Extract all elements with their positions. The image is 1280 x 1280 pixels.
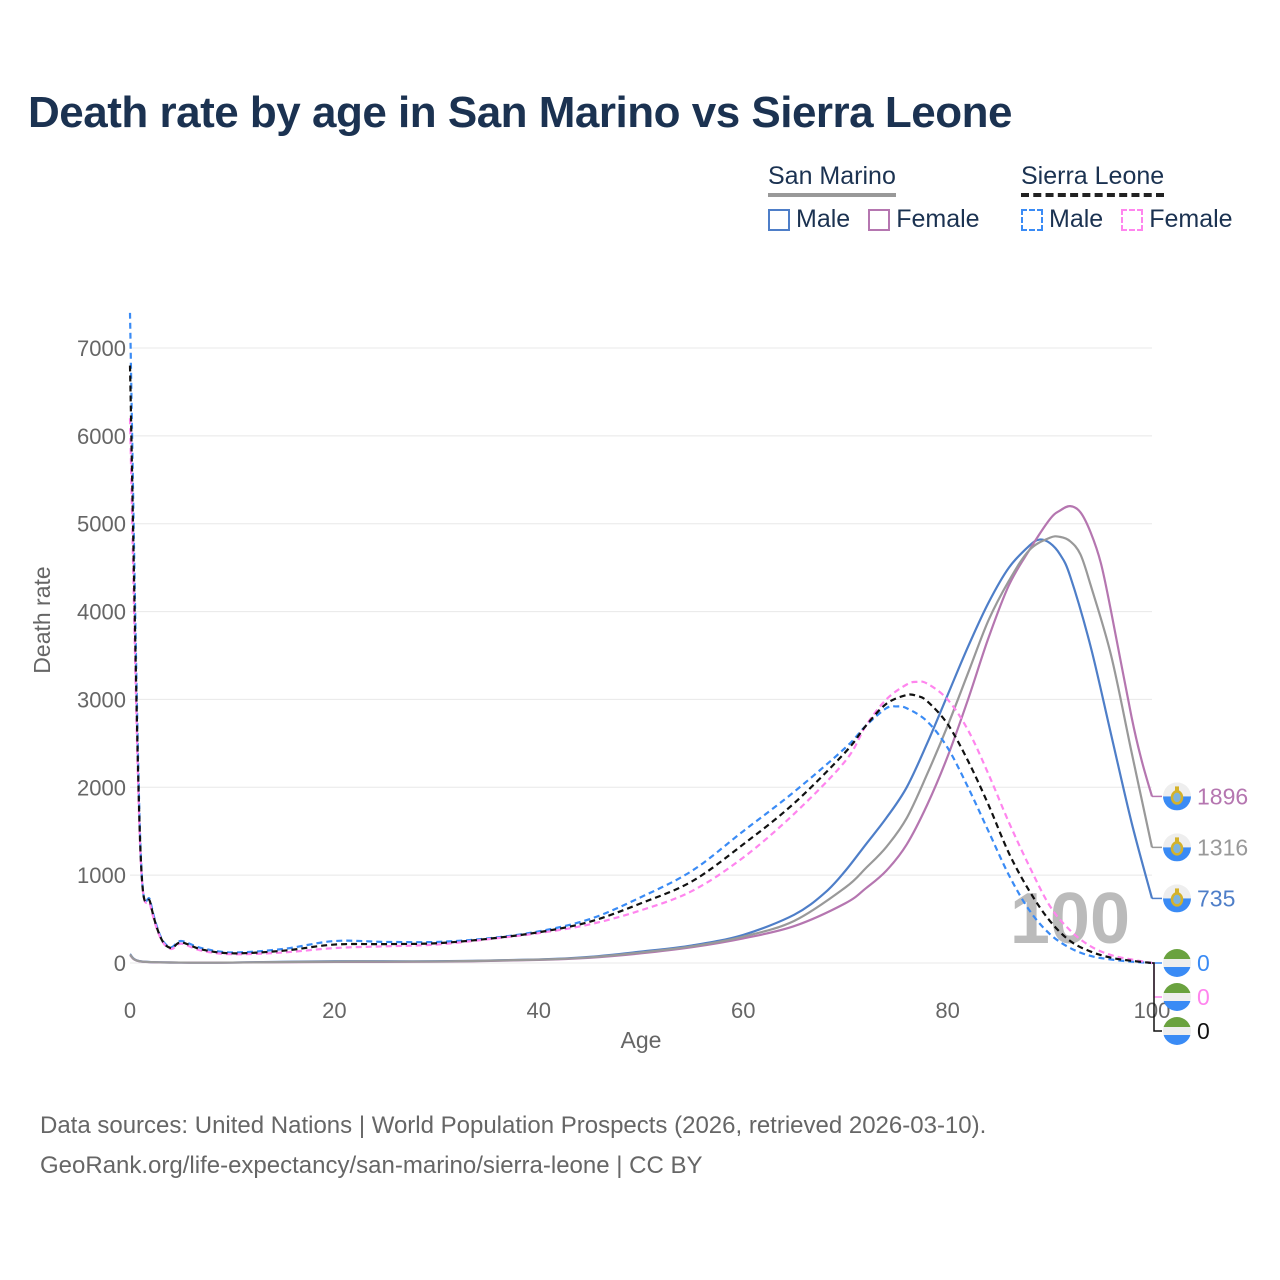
end-value-label: 1316: [1197, 834, 1248, 860]
legend-item-san-marino-female[interactable]: Female: [868, 205, 980, 234]
end-value-label: 735: [1197, 885, 1235, 911]
y-tick-label: 0: [114, 951, 126, 976]
san-marino-flag-icon: [1163, 884, 1191, 913]
series-line-san-marino-female[interactable]: [129, 505, 1154, 964]
footer: Data sources: United Nations | World Pop…: [40, 1106, 986, 1186]
end-value-label: 0: [1197, 984, 1210, 1010]
sierra-leone-flag-icon: [1163, 949, 1191, 977]
legend-group-sierra-leone: Sierra Leone Male Female: [1021, 162, 1233, 234]
end-label-connector: [1152, 962, 1162, 1032]
sierra-leone-flag-icon: [1163, 983, 1191, 1011]
legend-item-san-marino-male[interactable]: Male: [768, 205, 850, 234]
series-line-san-marino-male[interactable]: [129, 538, 1154, 964]
legend-label: Male: [796, 205, 851, 233]
x-tick-label: 40: [527, 998, 551, 1023]
series-line-sierra-leone[interactable]: [128, 365, 1153, 965]
y-tick-label: 1000: [77, 863, 126, 888]
y-axis-label: Death rate: [29, 566, 55, 673]
watermark-age: 100: [1010, 879, 1130, 959]
y-tick-label: 7000: [77, 336, 126, 361]
chart-title: Death rate by age in San Marino vs Sierr…: [28, 88, 1012, 137]
source-note: Data sources: United Nations | World Pop…: [40, 1112, 987, 1139]
source-link[interactable]: GeoRank.org/life-expectancy/san-marino/s…: [40, 1152, 703, 1179]
x-axis-label: Age: [621, 1027, 662, 1053]
x-tick-label: 0: [124, 998, 136, 1023]
y-tick-label: 3000: [77, 687, 126, 712]
series-line-sierra-leone-female[interactable]: [128, 418, 1153, 965]
san-marino-flag-icon: [1163, 782, 1191, 811]
legend-label: Female: [1149, 205, 1233, 233]
sierra-leone-flag-icon: [1163, 1017, 1191, 1045]
legend-group-san-marino: San Marino Male Female: [768, 162, 980, 234]
end-value-label: 1896: [1197, 783, 1248, 809]
legend-group-title: San Marino: [768, 162, 896, 197]
x-tick-label: 20: [322, 998, 346, 1023]
end-value-label: 0: [1197, 1018, 1210, 1044]
y-tick-label: 2000: [77, 775, 126, 800]
san-marino-flag-icon: [1163, 833, 1191, 862]
legend-label: Male: [1049, 205, 1104, 233]
y-tick-label: 5000: [77, 512, 126, 537]
y-tick-label: 4000: [77, 600, 126, 625]
series-line-sierra-leone-male[interactable]: [128, 312, 1153, 965]
end-value-label: 0: [1197, 950, 1210, 976]
series-line-san-marino[interactable]: [129, 535, 1154, 964]
legend-item-sierra-leone-female[interactable]: Female: [1121, 205, 1233, 234]
x-tick-label: 60: [731, 998, 755, 1023]
y-tick-label: 6000: [77, 424, 126, 449]
legend-group-title: Sierra Leone: [1021, 162, 1165, 197]
legend-item-sierra-leone-male[interactable]: Male: [1021, 205, 1103, 234]
x-tick-label: 80: [935, 998, 959, 1023]
legend-label: Female: [896, 205, 980, 233]
